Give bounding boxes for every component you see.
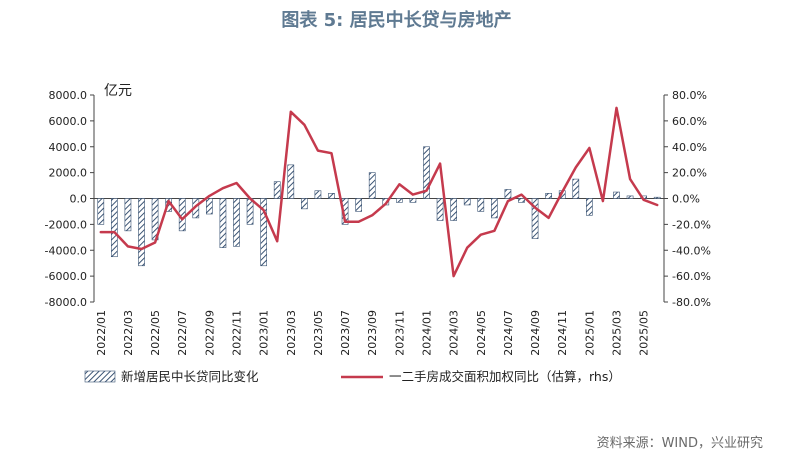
legend-line-label: 一二手房成交面积加权同比（估算，rhs） (389, 369, 621, 384)
bar (273, 181, 281, 199)
x-tick-label: 2023/01 (258, 310, 271, 356)
legend: 新增居民中长贷同比变化 一二手房成交面积加权同比（估算，rhs） (84, 369, 621, 384)
tick-labels: 8000.0 6000.0 4000.0 2000.0 0.0 -2000.0 -4000.… (45, 89, 711, 356)
bar-series (97, 146, 661, 267)
right-tick-label: -20.0% (672, 218, 711, 231)
bar (504, 189, 512, 199)
x-tick-label: 2022/09 (203, 310, 216, 356)
bar (409, 198, 417, 203)
x-tick-label: 2022/01 (95, 310, 108, 356)
bar (396, 198, 403, 203)
left-axis-unit: 亿元 (104, 83, 132, 99)
bar (355, 198, 362, 212)
x-tick-label: 2022/05 (149, 310, 162, 356)
right-tick-label: -40.0% (672, 244, 711, 257)
x-tick-label: 2025/03 (611, 310, 624, 356)
left-tick-label: -2000.0 (45, 218, 87, 231)
bar (491, 198, 498, 219)
bar (586, 198, 593, 216)
bar (233, 198, 240, 247)
left-tick-label: -6000.0 (45, 270, 87, 283)
x-tick-label: 2024/01 (421, 310, 434, 356)
x-tick-label: 2024/03 (448, 310, 461, 356)
bar (246, 198, 254, 225)
bar (219, 198, 227, 248)
bar (518, 198, 525, 203)
bar (545, 193, 552, 199)
left-tick-label: 6000.0 (49, 115, 88, 128)
x-tick-label: 2025/01 (583, 310, 596, 356)
right-tick-label: 80.0% (672, 89, 707, 102)
bar (368, 172, 376, 199)
bar (111, 198, 118, 258)
left-tick-label: -8000.0 (45, 296, 87, 309)
bar (287, 164, 295, 199)
left-tick-label: 8000.0 (49, 89, 88, 102)
x-tick-label: 2022/03 (122, 310, 135, 356)
x-tick-label: 2023/11 (393, 310, 406, 356)
chart-title: 图表 5: 居民中长贷与房地产 (281, 10, 512, 31)
right-tick-label: 0.0% (672, 193, 700, 206)
axes-group (90, 94, 668, 303)
left-tick-label: 0.0 (70, 193, 88, 206)
bar (572, 178, 580, 199)
bar (423, 146, 430, 199)
x-tick-label: 2025/05 (638, 310, 651, 356)
right-tick-label: 60.0% (672, 115, 707, 128)
x-tick-label: 2022/11 (231, 310, 244, 356)
bar (477, 198, 485, 212)
x-tick-label: 2023/03 (285, 310, 298, 356)
x-tick-label: 2023/07 (339, 310, 352, 356)
left-tick-label: 2000.0 (49, 167, 88, 180)
left-tick-label: 4000.0 (49, 141, 88, 154)
bar (97, 198, 105, 225)
bar (301, 198, 308, 210)
x-tick-label: 2023/09 (366, 310, 379, 356)
x-tick-label: 2024/05 (475, 310, 488, 356)
x-tick-label: 2024/11 (556, 310, 569, 356)
source-note: 资料来源：WIND，兴业研究 (596, 436, 763, 451)
bar (328, 193, 335, 199)
x-tick-label: 2024/07 (502, 310, 515, 356)
bar (314, 190, 322, 199)
bar (450, 198, 457, 221)
bar (531, 198, 539, 239)
legend-bar-label: 新增居民中长贷同比变化 (121, 369, 259, 384)
x-tick-label: 2024/09 (529, 310, 542, 356)
bar (124, 198, 132, 232)
x-tick-label: 2022/07 (176, 310, 189, 356)
right-tick-label: 40.0% (672, 141, 707, 154)
legend-bar-swatch (84, 370, 116, 383)
right-tick-label: -60.0% (672, 270, 711, 283)
bar (463, 198, 471, 206)
bar (260, 198, 267, 267)
right-tick-label: 20.0% (672, 167, 707, 180)
bar (626, 195, 634, 199)
bar (206, 198, 213, 215)
line-series (99, 106, 659, 278)
bar (138, 198, 145, 267)
bar (653, 196, 661, 199)
left-tick-label: -4000.0 (45, 244, 87, 257)
x-tick-label: 2023/05 (312, 310, 325, 356)
line-series-path (99, 106, 659, 278)
bar (613, 191, 620, 199)
right-tick-label: -80.0% (672, 296, 711, 309)
bar (436, 198, 444, 221)
